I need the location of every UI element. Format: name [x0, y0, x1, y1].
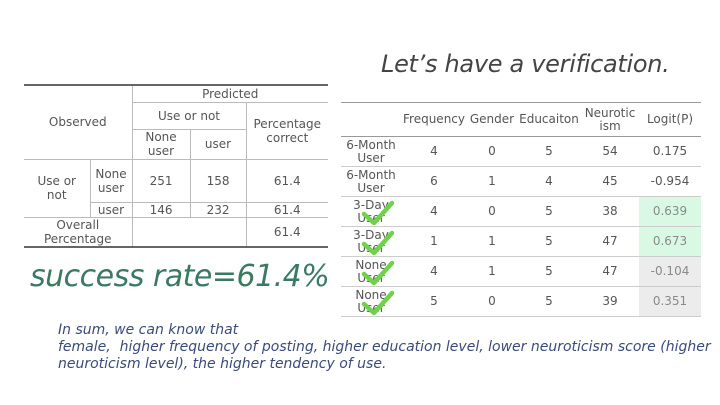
logit-cell: 0.639: [639, 196, 701, 227]
education-cell: 5: [517, 226, 581, 257]
gender-cell: 0: [467, 286, 517, 317]
gender-cell: 0: [467, 136, 517, 167]
percentage-cell: 61.4: [245, 158, 329, 202]
verification-row: 3-Day User 1 1 5 47 0.673: [341, 226, 701, 257]
header-cell: Gender: [467, 102, 517, 137]
verification-table: Frequency Gender Educaiton Neurotic ism …: [341, 102, 701, 317]
neuroticism-cell: 38: [581, 196, 639, 227]
summary-line: neuroticism level), the higher tendency …: [58, 356, 387, 372]
neuroticism-cell: 54: [581, 136, 639, 167]
education-cell: 5: [517, 256, 581, 287]
observed-header: Observed: [24, 84, 133, 159]
observed-cell: None User: [341, 286, 401, 317]
percentage-correct-header: Percentage correct: [245, 101, 329, 159]
observed-label: 6-Month User: [346, 167, 396, 195]
header-cell: [341, 102, 401, 137]
frequency-cell: 4: [401, 136, 467, 167]
classification-table: Observed Predicted Use or not Percentage…: [24, 84, 329, 248]
education-cell: 4: [517, 166, 581, 197]
verification-row: None User 5 0 5 39 0.351: [341, 286, 701, 317]
observed-cell: 6-Month User: [341, 136, 401, 167]
none-user-header: None user: [131, 128, 191, 159]
neuroticism-cell: 47: [581, 226, 639, 257]
header-cell: Frequency: [401, 102, 467, 137]
none-user-count: 146: [131, 201, 191, 217]
summary-line: female, higher frequency of posting, hig…: [58, 339, 711, 355]
logit-cell: 0.351: [639, 286, 701, 317]
checkmark-icon: [361, 290, 395, 316]
none-user-count: 251: [131, 158, 191, 202]
overall-percentage-label: Overall Percentage: [24, 216, 133, 248]
gender-cell: 1: [467, 166, 517, 197]
observed-cell: None User: [341, 256, 401, 287]
checkmark-icon: [361, 260, 395, 286]
user-count: 158: [189, 158, 247, 202]
frequency-cell: 4: [401, 256, 467, 287]
neuroticism-cell: 47: [581, 256, 639, 287]
observed-cell: 3-Day User: [341, 226, 401, 257]
use-or-not-row-label: Use or not: [24, 158, 90, 217]
use-or-not-header: Use or not: [131, 101, 247, 129]
verification-row: 3-Day User 4 0 5 38 0.639: [341, 196, 701, 227]
predicted-header: Predicted: [131, 84, 329, 102]
row-label: user: [89, 201, 133, 217]
header-cell: Neurotic ism: [581, 102, 639, 137]
logit-cell: 0.175: [639, 136, 701, 167]
education-cell: 5: [517, 196, 581, 227]
frequency-cell: 5: [401, 286, 467, 317]
verification-row: 6-Month User 4 0 5 54 0.175: [341, 136, 701, 167]
verification-header-row: Frequency Gender Educaiton Neurotic ism …: [341, 102, 701, 137]
success-rate: success rate=61.4%: [30, 259, 330, 294]
percentage-cell: 61.4: [245, 201, 329, 217]
header-cell: Logit(P): [639, 102, 701, 137]
logit-cell: 0.673: [639, 226, 701, 257]
education-cell: 5: [517, 136, 581, 167]
user-header: user: [189, 128, 247, 159]
neuroticism-cell: 45: [581, 166, 639, 197]
observed-cell: 3-Day User: [341, 196, 401, 227]
logit-cell: -0.954: [639, 166, 701, 197]
checkmark-icon: [361, 200, 395, 226]
frequency-cell: 1: [401, 226, 467, 257]
summary-text: In sum, we can know that female, higher …: [58, 322, 711, 373]
summary-line: In sum, we can know that: [58, 322, 239, 338]
header-cell: Educaiton: [517, 102, 581, 137]
observed-label: 6-Month User: [346, 137, 396, 165]
education-cell: 5: [517, 286, 581, 317]
gender-cell: 1: [467, 226, 517, 257]
gender-cell: 1: [467, 256, 517, 287]
overall-empty-cell: [131, 216, 247, 248]
observed-cell: 6-Month User: [341, 166, 401, 197]
user-count: 232: [189, 201, 247, 217]
neuroticism-cell: 39: [581, 286, 639, 317]
verification-row: None User 4 1 5 47 -0.104: [341, 256, 701, 287]
row-label: None user: [89, 158, 133, 202]
checkmark-icon: [361, 230, 395, 256]
frequency-cell: 6: [401, 166, 467, 197]
frequency-cell: 4: [401, 196, 467, 227]
gender-cell: 0: [467, 196, 517, 227]
logit-cell: -0.104: [639, 256, 701, 287]
verification-row: 6-Month User 6 1 4 45 -0.954: [341, 166, 701, 197]
slide-title: Let’s have a verification.: [381, 50, 670, 78]
overall-percentage-value: 61.4: [245, 216, 329, 248]
